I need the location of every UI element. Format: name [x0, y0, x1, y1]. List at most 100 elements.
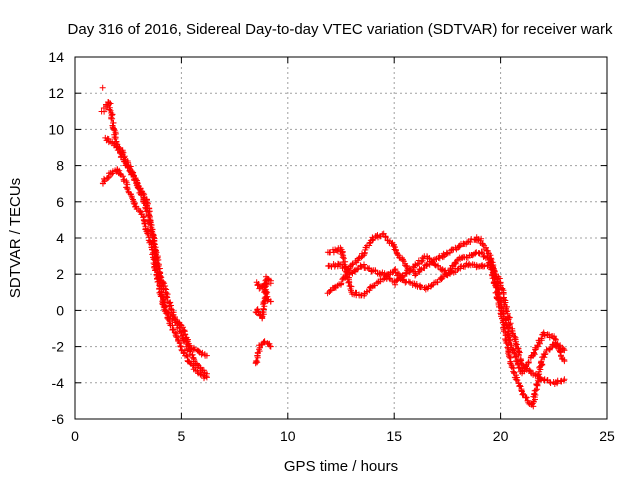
plot-frame [74, 56, 608, 420]
data-point [538, 358, 545, 365]
data-point [489, 275, 496, 282]
data-point [153, 261, 160, 268]
axes: 0 5 10 15 20 25 -6 -4 -2 0 2 4 6 8 10 12 14 [48, 49, 615, 444]
data-point [130, 169, 137, 176]
data-point [148, 222, 155, 228]
data-point [407, 267, 414, 274]
data-point [518, 387, 525, 394]
data-point [405, 278, 412, 285]
x-tick-label: 5 [178, 428, 186, 444]
data-point [116, 145, 123, 152]
data-point [542, 350, 549, 357]
data-point [366, 284, 373, 291]
data-point [189, 351, 196, 358]
data-point [124, 162, 131, 169]
x-tick-label: 25 [599, 428, 615, 444]
data-point [515, 352, 522, 359]
data-point [493, 284, 500, 291]
data-point [454, 257, 460, 264]
data-point [535, 371, 542, 378]
data-point [181, 347, 188, 354]
data-point [203, 352, 210, 359]
data-point [170, 326, 177, 333]
data-point [494, 296, 501, 303]
data-point [340, 255, 347, 262]
data-point [267, 280, 274, 287]
data-point [439, 275, 446, 282]
data-point [161, 280, 168, 287]
data-point [440, 273, 447, 280]
data-point [106, 106, 113, 113]
data-point [253, 358, 260, 365]
data-point [338, 251, 345, 258]
data-point [128, 193, 135, 200]
x-tick-label: 15 [386, 428, 402, 444]
y-tick-label: 12 [48, 85, 64, 101]
data-point [418, 258, 425, 265]
data-point [399, 257, 406, 263]
x-tick-label: 20 [493, 428, 509, 444]
data-point [109, 115, 116, 122]
data-point [456, 243, 463, 250]
y-tick-label: -4 [52, 375, 65, 391]
data-point [561, 358, 568, 365]
data-point [196, 348, 202, 355]
data-point [516, 382, 523, 389]
data-point [203, 374, 210, 381]
data-point [182, 331, 189, 338]
x-axis-title: GPS time / hours [284, 458, 398, 475]
data-point [112, 135, 119, 142]
data-point [338, 280, 345, 287]
y-tick-label: 4 [56, 230, 64, 246]
data-point [560, 346, 567, 352]
data-point [467, 239, 474, 245]
data-point [482, 244, 489, 251]
data-point [505, 316, 512, 323]
y-tick-label: 2 [56, 266, 64, 282]
y-tick-label: 0 [56, 302, 64, 318]
data-point [340, 259, 347, 265]
data-point [121, 153, 128, 160]
data-point [419, 254, 426, 261]
data-point [547, 380, 554, 386]
data-point [525, 359, 532, 365]
grid-lines [75, 57, 607, 419]
y-tick-label: 14 [48, 49, 64, 65]
data-point [267, 298, 274, 305]
data-point [561, 376, 568, 383]
data-point [177, 343, 184, 350]
chart-title: Day 316 of 2016, Sidereal Day-to-day VTE… [68, 21, 613, 38]
outlier-point [99, 84, 106, 91]
y-tick-label: 10 [48, 121, 64, 137]
data-point [127, 163, 134, 170]
data-point [412, 272, 419, 279]
data-point [176, 339, 183, 346]
data-point [517, 383, 524, 390]
y-axis-title: SDTVAR / TECUs [7, 178, 24, 298]
data-point [434, 279, 441, 286]
data-point [506, 354, 513, 361]
data-point [468, 236, 475, 242]
y-tick-label: 8 [56, 158, 64, 174]
data-point [393, 246, 399, 253]
data-point [514, 345, 521, 351]
data-point [164, 309, 171, 316]
data-point [192, 364, 199, 371]
data-point [523, 394, 530, 401]
data-point [105, 175, 112, 181]
data-point [414, 261, 421, 268]
data-point [532, 387, 539, 394]
data-point [413, 281, 420, 287]
data-point [538, 335, 545, 342]
x-tick-label: 10 [280, 428, 296, 444]
data-point [479, 241, 486, 248]
data-point [561, 347, 568, 354]
data-point [492, 283, 499, 290]
data-point [101, 175, 107, 182]
data-point [541, 351, 548, 358]
data-point [167, 299, 174, 306]
data-point [124, 186, 131, 193]
x-tick-label: 0 [71, 428, 79, 444]
data-point [502, 305, 509, 312]
data-point [478, 249, 485, 256]
